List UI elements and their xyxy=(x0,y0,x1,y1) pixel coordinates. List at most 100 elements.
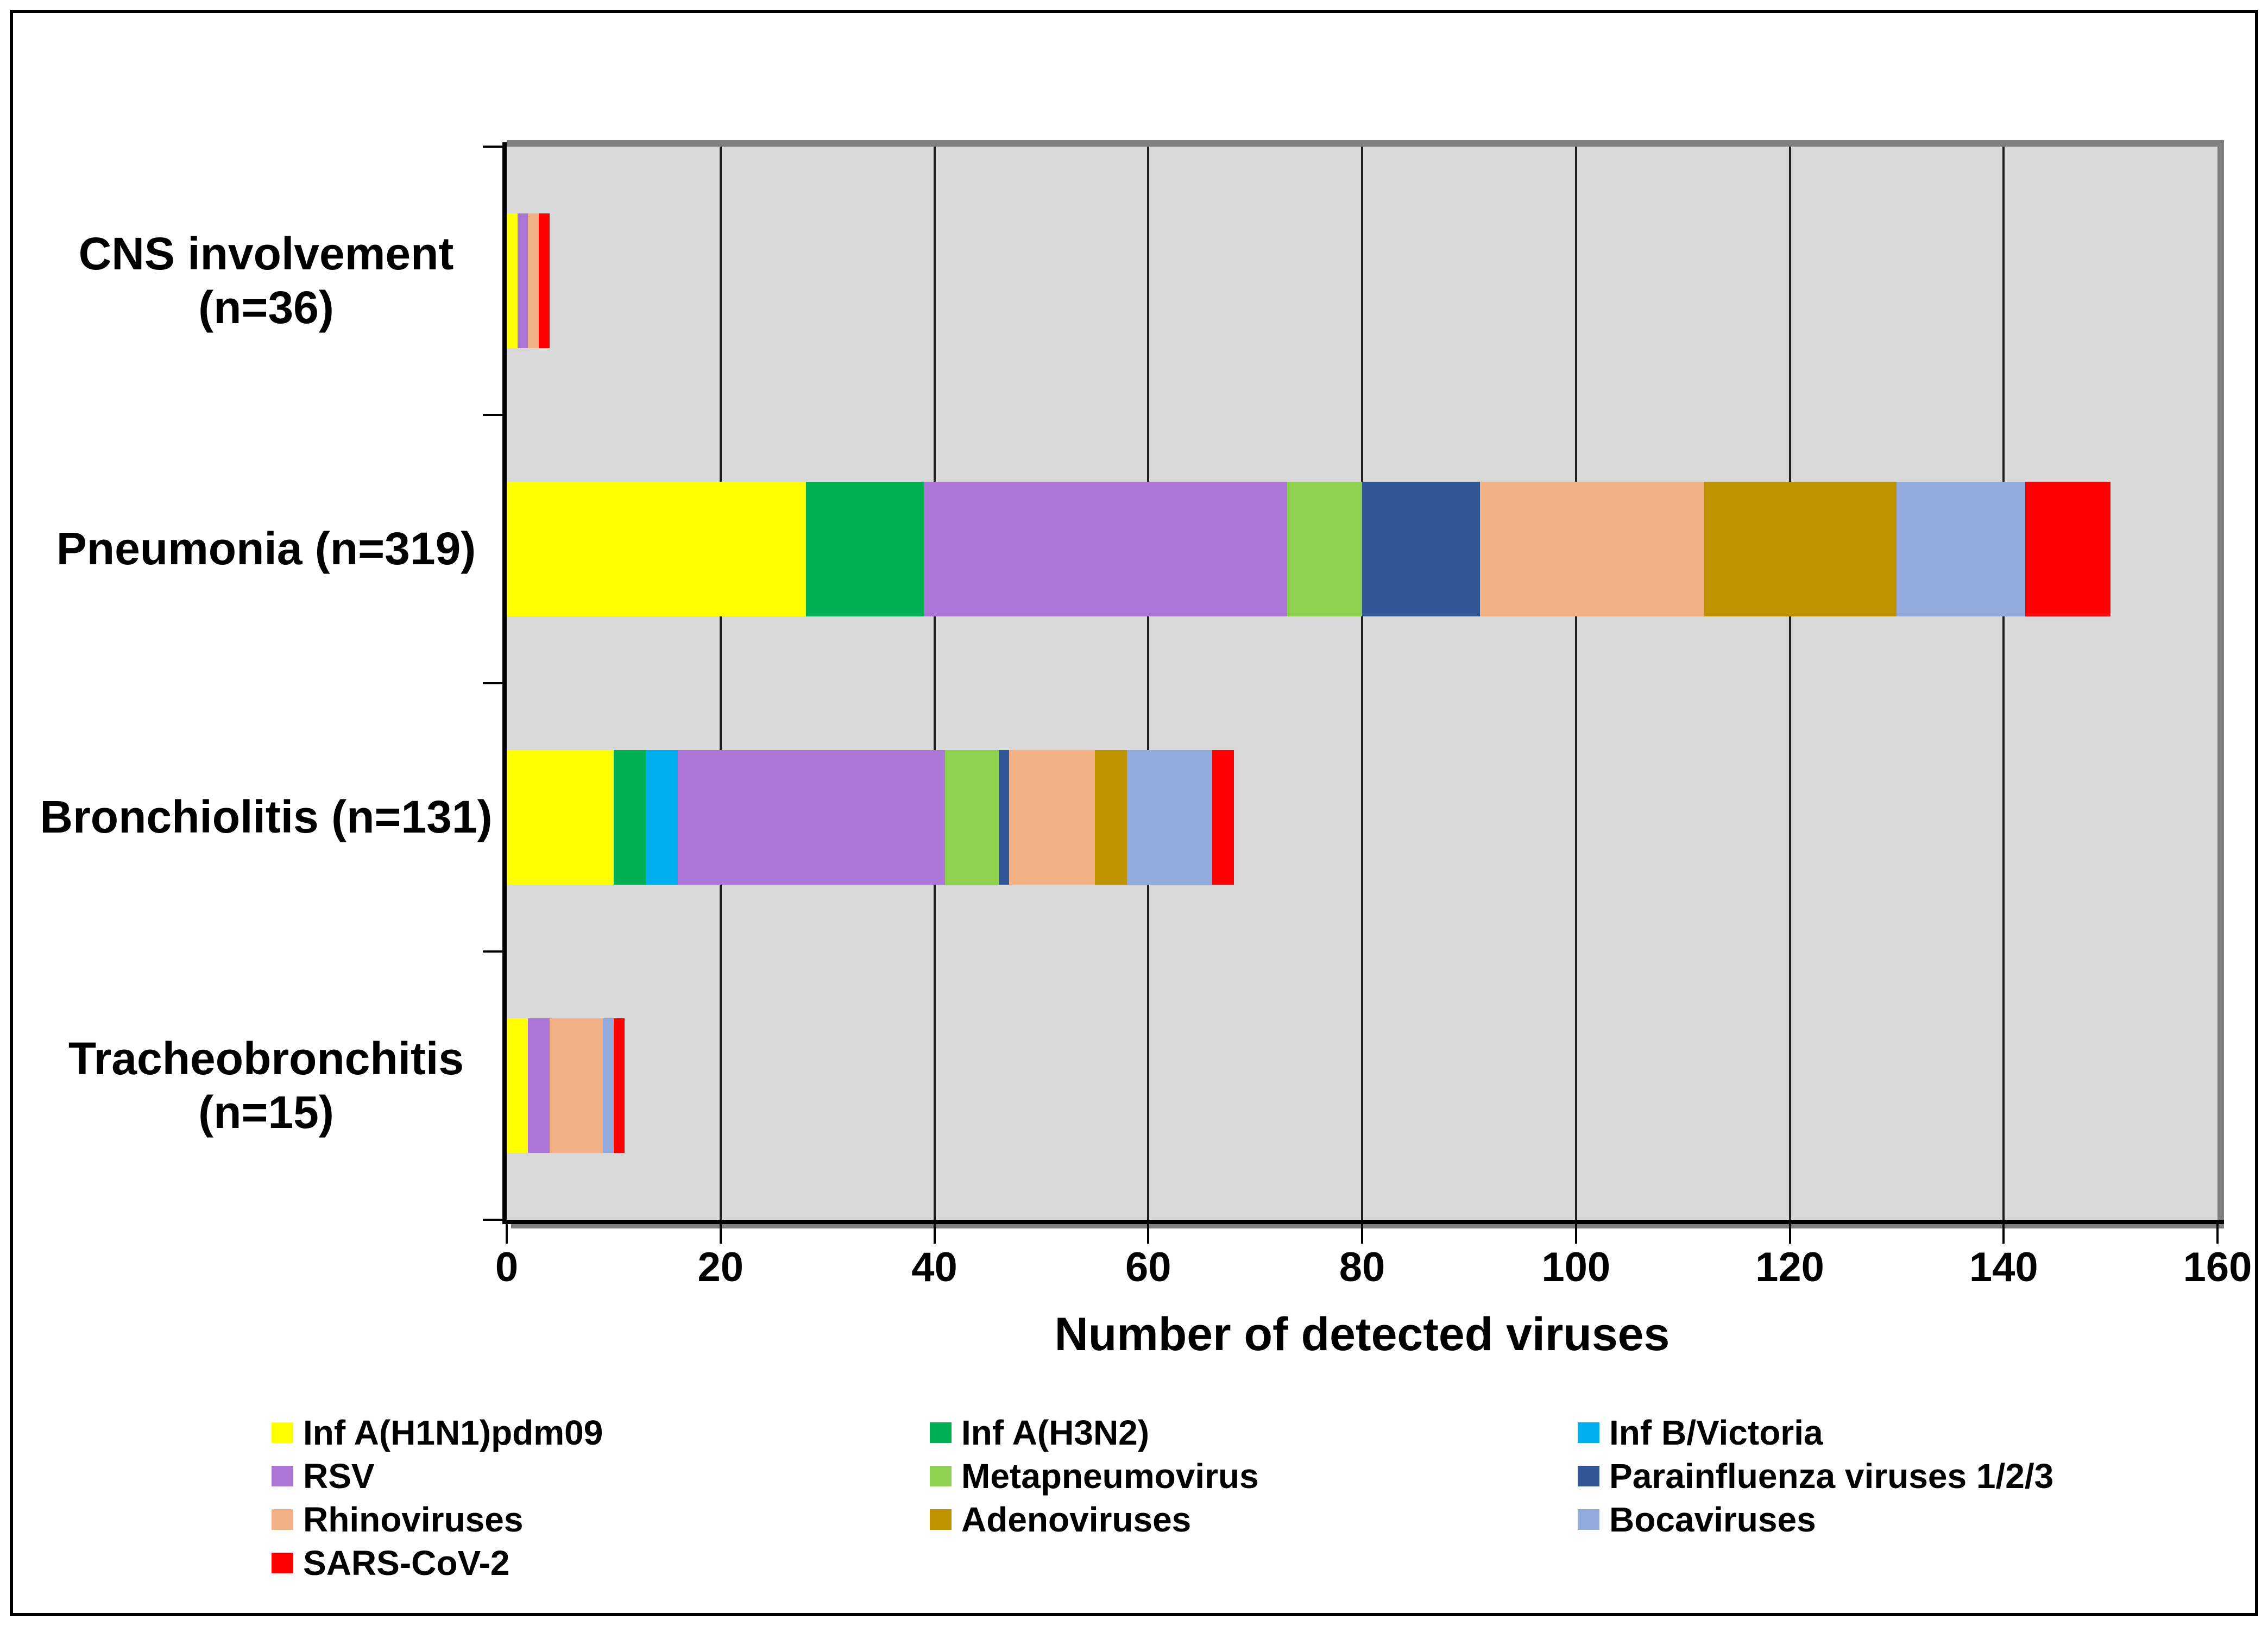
x-tick-label: 0 xyxy=(495,1244,519,1290)
x-tick-label: 20 xyxy=(697,1244,744,1290)
bar-segment xyxy=(613,1018,625,1153)
legend-swatch xyxy=(272,1553,293,1573)
legend-column: Inf A(H1N1)pdm09 RSV Rhinoviruses SARS-CoV-… xyxy=(272,1411,603,1585)
legend-column: Inf B/Victoria Parainfluenza viruses 1/2/… xyxy=(1578,1411,2053,1541)
gridline-120 xyxy=(1788,147,1791,1220)
bar-segment xyxy=(528,1018,550,1153)
bar-row xyxy=(507,750,2217,885)
legend-label: RSV xyxy=(303,1457,375,1496)
category-label-line: (n=36) xyxy=(198,282,334,333)
plot-border-right xyxy=(2217,140,2224,1224)
category-label-line: (n=15) xyxy=(198,1087,334,1138)
x-tick xyxy=(1361,1220,1363,1244)
x-axis-line xyxy=(502,1220,2224,1224)
legend-label: Adenoviruses xyxy=(961,1500,1192,1539)
x-tick xyxy=(1788,1220,1791,1244)
legend-swatch xyxy=(272,1466,293,1486)
category-label: Pneumonia (n=319) xyxy=(22,415,511,683)
bar-segment xyxy=(507,213,518,348)
legend-label: Parainfluenza viruses 1/2/3 xyxy=(1609,1457,2054,1496)
category-label-line: CNS involvement xyxy=(78,228,454,279)
bar-segment xyxy=(539,213,550,348)
bar-segment xyxy=(549,1018,603,1153)
bar-segment xyxy=(806,482,924,616)
x-tick xyxy=(933,1220,936,1244)
legend-item: RSV xyxy=(272,1454,603,1498)
bar-segment xyxy=(1897,482,2025,616)
legend-swatch xyxy=(1578,1509,1599,1530)
bar-segment xyxy=(528,213,539,348)
plot-area xyxy=(507,147,2217,1220)
bar-segment xyxy=(517,213,528,348)
legend-label: Inf B/Victoria xyxy=(1609,1413,1823,1452)
x-tick-label: 120 xyxy=(1755,1244,1824,1290)
x-tick-label: 80 xyxy=(1339,1244,1385,1290)
gridline-40 xyxy=(933,147,936,1220)
gridline-140 xyxy=(2002,147,2005,1220)
bar-segment xyxy=(1362,482,1480,616)
bar-segment xyxy=(998,750,1010,885)
x-tick xyxy=(719,1220,722,1244)
x-tick xyxy=(1147,1220,1150,1244)
bar-row xyxy=(507,482,2217,616)
legend-swatch xyxy=(272,1509,293,1530)
legend-item: Inf A(H1N1)pdm09 xyxy=(272,1411,603,1454)
legend-item: Parainfluenza viruses 1/2/3 xyxy=(1578,1454,2053,1498)
legend-swatch xyxy=(272,1422,293,1443)
legend-label: Inf A(H3N2) xyxy=(961,1413,1150,1452)
legend-swatch xyxy=(930,1466,952,1486)
bar-segment xyxy=(945,750,999,885)
legend-label: Inf A(H1N1)pdm09 xyxy=(303,1413,603,1452)
gridline-100 xyxy=(1574,147,1577,1220)
legend-label: Rhinoviruses xyxy=(303,1500,524,1539)
category-label-line: Bronchiolitis (n=131) xyxy=(40,791,493,843)
gridline-60 xyxy=(1147,147,1150,1220)
bar-segment xyxy=(1009,750,1095,885)
legend-label: Bocaviruses xyxy=(1609,1500,1816,1539)
bar-segment xyxy=(507,750,614,885)
plot-border-top xyxy=(507,140,2224,147)
y-tick xyxy=(483,1219,502,1221)
legend-item: Rhinoviruses xyxy=(272,1498,603,1541)
x-axis-title: Number of detected viruses xyxy=(1054,1308,1670,1360)
x-tick-label: 160 xyxy=(2183,1244,2252,1290)
legend-label: Metapneumovirus xyxy=(961,1457,1259,1496)
bar-segment xyxy=(507,1018,528,1153)
y-tick xyxy=(483,682,502,684)
bar-segment xyxy=(1287,482,1362,616)
x-tick xyxy=(2002,1220,2005,1244)
bar-row xyxy=(507,213,2217,348)
legend-swatch xyxy=(930,1509,952,1530)
bar-segment xyxy=(645,750,678,885)
x-tick-label: 140 xyxy=(1969,1244,2038,1290)
bar-segment xyxy=(1094,750,1127,885)
x-tick xyxy=(1574,1220,1577,1244)
bar-segment xyxy=(1479,482,1704,616)
category-label: Tracheobronchitis (n=15) xyxy=(22,951,511,1220)
y-tick xyxy=(483,146,502,148)
category-label: Bronchiolitis (n=131) xyxy=(22,683,511,951)
legend-swatch xyxy=(1578,1466,1599,1486)
legend-label: SARS-CoV-2 xyxy=(303,1543,510,1583)
category-label-line: Pneumonia (n=319) xyxy=(56,523,476,575)
x-tick-label: 60 xyxy=(1125,1244,1171,1290)
bar-segment xyxy=(613,750,646,885)
legend-item: Inf A(H3N2) xyxy=(930,1411,1259,1454)
bar-segment xyxy=(1212,750,1234,885)
gridline-80 xyxy=(1361,147,1363,1220)
category-label-line: Tracheobronchitis xyxy=(68,1032,464,1084)
bar-segment xyxy=(2025,482,2111,616)
x-axis-shadow xyxy=(511,1224,2224,1228)
x-tick xyxy=(506,1220,508,1244)
x-tick xyxy=(2216,1220,2219,1244)
legend-swatch xyxy=(1578,1422,1599,1443)
x-tick-label: 100 xyxy=(1541,1244,1611,1290)
bar-segment xyxy=(678,750,946,885)
bar-segment xyxy=(603,1018,614,1153)
legend-column: Inf A(H3N2) Metapneumovirus Adenoviruses xyxy=(930,1411,1259,1541)
bar-segment xyxy=(507,482,807,616)
legend-swatch xyxy=(930,1422,952,1443)
y-tick xyxy=(483,950,502,953)
category-label: CNS involvement (n=36) xyxy=(22,147,511,415)
